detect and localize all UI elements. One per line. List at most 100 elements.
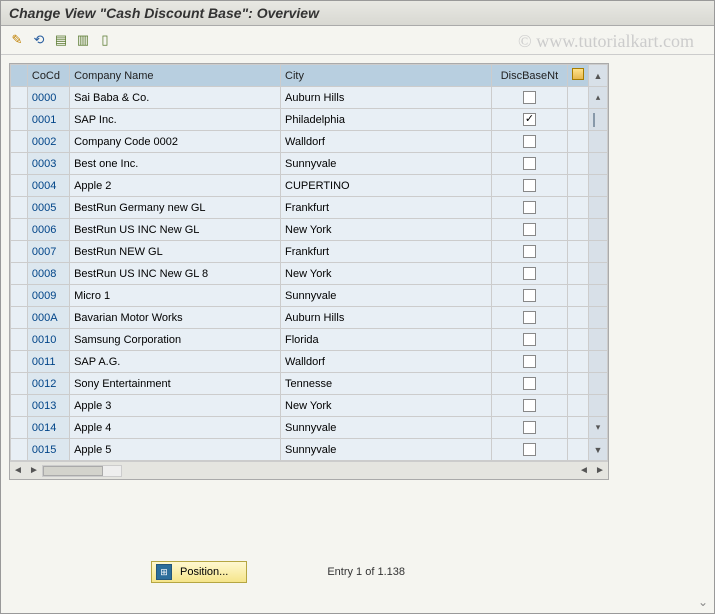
scroll-track[interactable] xyxy=(589,285,608,307)
cell-company[interactable]: BestRun NEW GL xyxy=(70,241,281,263)
table-row[interactable]: 0005BestRun Germany new GLFrankfurt xyxy=(11,197,608,219)
cell-disc[interactable] xyxy=(491,175,567,197)
cell-cocd[interactable]: 0013 xyxy=(27,395,69,417)
cell-disc[interactable] xyxy=(491,153,567,175)
cell-disc[interactable] xyxy=(491,307,567,329)
scroll-left2-icon[interactable]: ◄ xyxy=(576,465,592,476)
cell-disc[interactable] xyxy=(491,373,567,395)
scroll-track[interactable] xyxy=(589,307,608,329)
cell-company[interactable]: Apple 4 xyxy=(70,417,281,439)
cell-city[interactable]: New York xyxy=(281,395,492,417)
scroll-track[interactable] xyxy=(589,395,608,417)
scroll-track-top[interactable]: ▴ xyxy=(589,87,608,109)
scroll-step-up-icon[interactable]: ▴ xyxy=(593,92,603,103)
cell-disc[interactable] xyxy=(491,395,567,417)
cell-city[interactable]: Sunnyvale xyxy=(281,439,492,461)
edit-icon[interactable]: ✎ xyxy=(7,30,27,50)
row-selector[interactable] xyxy=(11,241,28,263)
table-row[interactable]: 0001SAP Inc.Philadelphia✓ xyxy=(11,109,608,131)
table-row[interactable]: 000ABavarian Motor WorksAuburn Hills xyxy=(11,307,608,329)
table-row[interactable]: 0000Sai Baba & Co.Auburn Hills▴ xyxy=(11,87,608,109)
cell-disc[interactable] xyxy=(491,241,567,263)
col-disc[interactable]: DiscBaseNt xyxy=(491,65,567,87)
select-all-icon[interactable]: ▤ xyxy=(51,30,71,50)
cell-city[interactable]: CUPERTINO xyxy=(281,175,492,197)
cell-city[interactable]: Auburn Hills xyxy=(281,87,492,109)
table-row[interactable]: 0011SAP A.G.Walldorf xyxy=(11,351,608,373)
table-row[interactable]: 0012Sony EntertainmentTennesse xyxy=(11,373,608,395)
cell-company[interactable]: BestRun US INC New GL xyxy=(70,219,281,241)
cell-cocd[interactable]: 0003 xyxy=(27,153,69,175)
row-selector[interactable] xyxy=(11,197,28,219)
row-selector[interactable] xyxy=(11,373,28,395)
disc-checkbox[interactable] xyxy=(523,223,536,236)
cell-disc[interactable] xyxy=(491,197,567,219)
row-selector[interactable] xyxy=(11,131,28,153)
cell-cocd[interactable]: 0004 xyxy=(27,175,69,197)
scroll-down[interactable]: ▼ xyxy=(589,439,608,461)
disc-checkbox[interactable] xyxy=(523,355,536,368)
row-selector[interactable] xyxy=(11,263,28,285)
col-configure[interactable] xyxy=(567,65,588,87)
table-row[interactable]: 0013Apple 3New York xyxy=(11,395,608,417)
scroll-track[interactable] xyxy=(589,351,608,373)
scroll-track[interactable] xyxy=(589,197,608,219)
scroll-step-down-icon[interactable]: ▾ xyxy=(593,422,603,433)
cell-disc[interactable] xyxy=(491,87,567,109)
row-selector[interactable] xyxy=(11,109,28,131)
cell-city[interactable]: Auburn Hills xyxy=(281,307,492,329)
cell-cocd[interactable]: 0005 xyxy=(27,197,69,219)
cell-disc[interactable] xyxy=(491,439,567,461)
cell-cocd[interactable]: 0014 xyxy=(27,417,69,439)
disc-checkbox[interactable]: ✓ xyxy=(523,113,536,126)
col-company[interactable]: Company Name xyxy=(70,65,281,87)
table-row[interactable]: 0015Apple 5Sunnyvale▼ xyxy=(11,439,608,461)
cell-company[interactable]: Samsung Corporation xyxy=(70,329,281,351)
row-selector[interactable] xyxy=(11,329,28,351)
deselect-icon[interactable]: ▥ xyxy=(73,30,93,50)
cell-city[interactable]: Tennesse xyxy=(281,373,492,395)
cell-company[interactable]: SAP A.G. xyxy=(70,351,281,373)
cell-company[interactable]: SAP Inc. xyxy=(70,109,281,131)
row-selector[interactable] xyxy=(11,87,28,109)
cell-cocd[interactable]: 0012 xyxy=(27,373,69,395)
vscroll-thumb[interactable] xyxy=(593,113,595,127)
scroll-track[interactable] xyxy=(589,219,608,241)
col-selector[interactable] xyxy=(11,65,28,87)
cell-cocd[interactable]: 0002 xyxy=(27,131,69,153)
cell-disc[interactable]: ✓ xyxy=(491,109,567,131)
cell-company[interactable]: Micro 1 xyxy=(70,285,281,307)
scroll-step-down[interactable]: ▾ xyxy=(589,417,608,439)
cell-disc[interactable] xyxy=(491,351,567,373)
cell-company[interactable]: BestRun Germany new GL xyxy=(70,197,281,219)
table-settings-icon[interactable] xyxy=(572,68,584,80)
cell-city[interactable]: New York xyxy=(281,263,492,285)
undo-icon[interactable]: ⟲ xyxy=(29,30,49,50)
table-row[interactable]: 0008BestRun US INC New GL 8New York xyxy=(11,263,608,285)
table-row[interactable]: 0006BestRun US INC New GLNew York xyxy=(11,219,608,241)
row-selector[interactable] xyxy=(11,395,28,417)
delete-icon[interactable]: ▯ xyxy=(95,30,115,50)
scroll-track[interactable] xyxy=(589,263,608,285)
cell-city[interactable]: Walldorf xyxy=(281,131,492,153)
scroll-down-icon[interactable]: ▼ xyxy=(593,445,603,455)
disc-checkbox[interactable] xyxy=(523,289,536,302)
cell-disc[interactable] xyxy=(491,131,567,153)
row-selector[interactable] xyxy=(11,351,28,373)
scroll-up[interactable]: ▲ xyxy=(589,65,608,87)
row-selector[interactable] xyxy=(11,285,28,307)
table-row[interactable]: 0014Apple 4Sunnyvale▾ xyxy=(11,417,608,439)
horizontal-scrollbar[interactable]: ◄ ► ◄ ► xyxy=(10,461,608,479)
disc-checkbox[interactable] xyxy=(523,377,536,390)
cell-city[interactable]: New York xyxy=(281,219,492,241)
cell-cocd[interactable]: 0010 xyxy=(27,329,69,351)
cell-company[interactable]: Apple 3 xyxy=(70,395,281,417)
cell-disc[interactable] xyxy=(491,285,567,307)
cell-company[interactable]: Apple 2 xyxy=(70,175,281,197)
cell-company[interactable]: Apple 5 xyxy=(70,439,281,461)
cell-city[interactable]: Sunnyvale xyxy=(281,153,492,175)
cell-city[interactable]: Florida xyxy=(281,329,492,351)
disc-checkbox[interactable] xyxy=(523,179,536,192)
row-selector[interactable] xyxy=(11,175,28,197)
cell-cocd[interactable]: 0007 xyxy=(27,241,69,263)
